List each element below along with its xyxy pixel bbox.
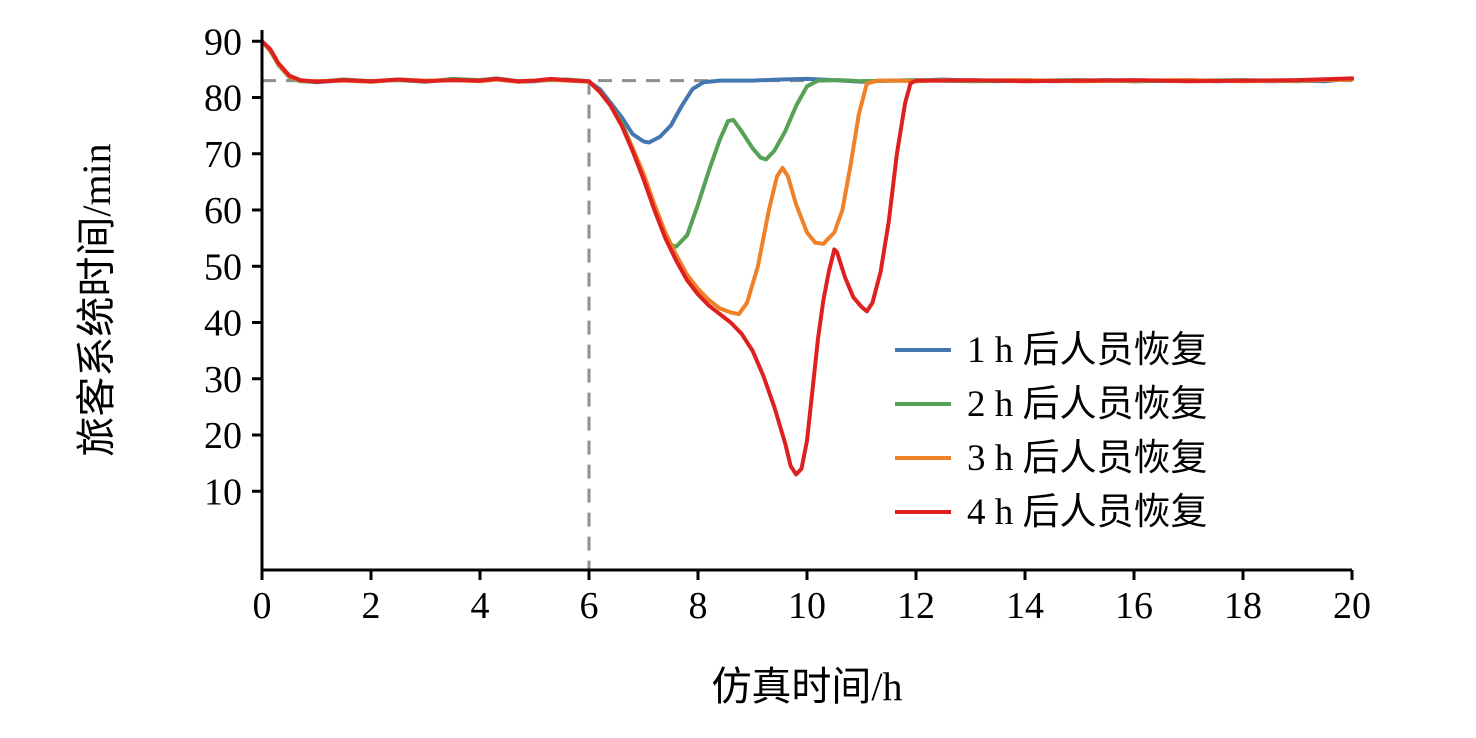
x-tick-label: 14 xyxy=(1006,585,1044,627)
x-tick-label: 8 xyxy=(689,585,708,627)
y-tick-label: 60 xyxy=(204,190,242,232)
x-tick-label: 4 xyxy=(471,585,490,627)
series-line-1 xyxy=(260,39,1354,145)
x-tick-label: 2 xyxy=(362,585,381,627)
series-line-2 xyxy=(260,39,1354,249)
legend-item: 4 h 后人员恢复 xyxy=(895,492,1208,532)
y-tick-label: 10 xyxy=(204,471,242,513)
legend-line-sample-4h xyxy=(895,510,951,514)
y-axis-title: 旅客系统时间/min xyxy=(74,143,119,456)
y-tick-label: 80 xyxy=(204,78,242,120)
legend-line-sample-2h xyxy=(895,402,951,406)
y-tick-label: 70 xyxy=(204,134,242,176)
x-tick-label: 6 xyxy=(580,585,599,627)
y-tick-label: 90 xyxy=(204,21,242,63)
x-tick-label: 12 xyxy=(897,585,935,627)
y-tick-label: 50 xyxy=(204,246,242,288)
legend-label-4h: 4 h 后人员恢复 xyxy=(967,491,1208,533)
x-tick-label: 0 xyxy=(253,585,272,627)
y-tick-label: 40 xyxy=(204,303,242,345)
legend-item: 2 h 后人员恢复 xyxy=(895,384,1208,424)
legend-label-2h: 2 h 后人员恢复 xyxy=(967,383,1208,425)
legend-label-1h: 1 h 后人员恢复 xyxy=(967,329,1208,371)
legend: 1 h 后人员恢复 2 h 后人员恢复 3 h 后人员恢复 4 h 后人员恢复 xyxy=(895,330,1208,532)
x-tick-label: 20 xyxy=(1333,585,1371,627)
legend-line-sample-3h xyxy=(895,456,951,460)
x-axis-title: 仿真时间/h xyxy=(711,664,902,709)
legend-line-sample-1h xyxy=(895,348,951,352)
series-line-4 xyxy=(260,39,1354,477)
x-tick-label: 18 xyxy=(1224,585,1262,627)
legend-item: 3 h 后人员恢复 xyxy=(895,438,1208,478)
y-tick-label: 30 xyxy=(204,359,242,401)
x-tick-label: 16 xyxy=(1115,585,1153,627)
legend-item: 1 h 后人员恢复 xyxy=(895,330,1208,370)
legend-label-3h: 3 h 后人员恢复 xyxy=(967,437,1208,479)
y-tick-label: 20 xyxy=(204,415,242,457)
x-tick-label: 10 xyxy=(788,585,826,627)
